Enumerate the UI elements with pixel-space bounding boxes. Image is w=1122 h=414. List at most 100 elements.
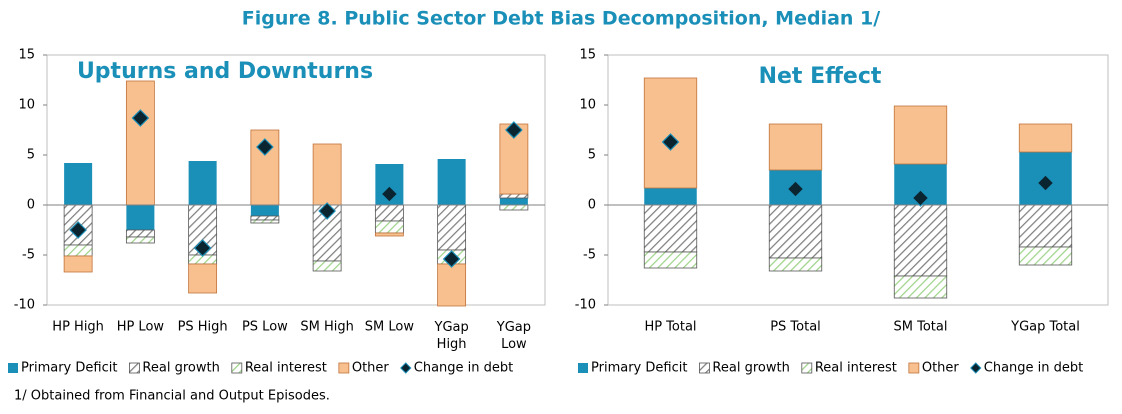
x-tick-label: YGap Low bbox=[496, 320, 531, 352]
legend-label: Real growth bbox=[712, 361, 789, 376]
marker bbox=[442, 250, 461, 268]
bar-segment bbox=[643, 204, 698, 253]
bar-segment bbox=[768, 123, 823, 171]
y-tick-label: 5 bbox=[27, 148, 35, 163]
legend-label: Change in debt bbox=[414, 361, 514, 376]
y-tick-label: -5 bbox=[22, 248, 35, 263]
x-tick-label: SM Total bbox=[894, 320, 948, 335]
x-tick-label: HP Low bbox=[117, 320, 165, 335]
legend-swatch bbox=[801, 362, 813, 374]
legend-label: Change in debt bbox=[984, 361, 1084, 376]
figure-title: Figure 8. Public Sector Debt Bias Decomp… bbox=[242, 8, 880, 30]
legend-label: Primary Deficit bbox=[21, 361, 117, 376]
legend-swatch bbox=[8, 363, 18, 373]
bar-segment bbox=[893, 105, 948, 165]
x-tick-label: HP High bbox=[52, 320, 104, 335]
marker bbox=[1036, 174, 1055, 192]
plot-frame bbox=[607, 54, 1109, 306]
panel-title: Upturns and Downturns bbox=[77, 59, 373, 84]
bar-segment bbox=[643, 251, 698, 269]
marker bbox=[256, 138, 274, 156]
bar-segment bbox=[312, 260, 342, 272]
y-tick-label: -10 bbox=[14, 298, 35, 313]
legend-swatch bbox=[231, 362, 243, 374]
legend-label: Real growth bbox=[142, 361, 219, 376]
bar-segment bbox=[893, 275, 948, 299]
legend-swatch bbox=[338, 362, 350, 374]
marker bbox=[661, 133, 680, 151]
y-tick-label: 5 bbox=[588, 148, 596, 163]
bar-segment bbox=[499, 193, 529, 199]
bar-segment bbox=[188, 263, 218, 294]
bar-segment bbox=[499, 204, 529, 211]
bar-segment bbox=[126, 205, 155, 230]
legend-swatch bbox=[400, 362, 412, 374]
bar-segment bbox=[250, 215, 280, 221]
y-tick-label: -10 bbox=[575, 298, 596, 313]
legend-label: Primary Deficit bbox=[591, 361, 687, 376]
bar-segment bbox=[643, 77, 698, 189]
marker bbox=[786, 180, 805, 198]
bar-segment bbox=[250, 219, 280, 224]
marker bbox=[318, 202, 336, 220]
y-tick-label: 15 bbox=[18, 48, 35, 63]
x-tick-label: YGap High bbox=[434, 320, 469, 352]
legend-swatch bbox=[908, 362, 920, 374]
bar-segment bbox=[312, 143, 342, 206]
legend-swatch bbox=[129, 362, 140, 374]
bar-segment bbox=[499, 198, 528, 205]
bar-segment bbox=[63, 244, 93, 257]
bar-segment bbox=[250, 129, 280, 206]
legend-swatch bbox=[699, 362, 710, 374]
bar-segment bbox=[437, 263, 467, 307]
y-tick-label: 0 bbox=[27, 198, 35, 213]
bar-segment bbox=[1018, 204, 1073, 248]
footnote: 1/ Obtained from Financial and Output Ep… bbox=[14, 389, 330, 404]
bar-segment bbox=[125, 229, 155, 238]
marker bbox=[193, 239, 212, 257]
bar-segment bbox=[768, 204, 823, 259]
bar-segment bbox=[64, 163, 93, 205]
marker bbox=[131, 109, 150, 127]
bar-segment bbox=[63, 255, 93, 273]
marker bbox=[69, 221, 87, 239]
bar-segment bbox=[1018, 123, 1073, 153]
legend-swatch bbox=[578, 363, 588, 373]
y-tick-label: 15 bbox=[579, 48, 596, 63]
bar-segment bbox=[125, 80, 155, 206]
bar-segment bbox=[374, 204, 404, 222]
x-tick-label: PS Low bbox=[242, 320, 288, 335]
x-tick-label: PS High bbox=[178, 320, 228, 335]
bar-segment bbox=[125, 236, 155, 244]
plot-frame bbox=[46, 54, 546, 306]
legend-label: Other bbox=[922, 361, 960, 376]
bar-segment bbox=[374, 220, 404, 234]
marker bbox=[505, 121, 523, 139]
y-tick-label: 10 bbox=[18, 98, 35, 113]
y-tick-label: 0 bbox=[588, 198, 596, 213]
bar-segment bbox=[250, 205, 279, 216]
marker bbox=[911, 189, 930, 207]
x-tick-label: SM High bbox=[300, 320, 353, 335]
bar-segment bbox=[374, 232, 404, 237]
x-tick-label: YGap Total bbox=[1010, 320, 1080, 335]
x-tick-label: HP Total bbox=[644, 320, 696, 335]
bar-segment bbox=[437, 204, 467, 251]
x-tick-label: PS Total bbox=[770, 320, 821, 335]
y-tick-label: 10 bbox=[579, 98, 596, 113]
bar-segment bbox=[1018, 246, 1073, 266]
panel-title: Net Effect bbox=[759, 64, 882, 89]
legend-label: Real interest bbox=[815, 361, 897, 376]
legend-swatch bbox=[970, 362, 982, 374]
bar-segment bbox=[768, 257, 823, 272]
bar-segment bbox=[437, 159, 466, 205]
bar-segment bbox=[644, 188, 697, 205]
legend-label: Other bbox=[352, 361, 390, 376]
x-tick-label: SM Low bbox=[365, 320, 415, 335]
marker bbox=[380, 185, 399, 203]
y-tick-label: -5 bbox=[583, 248, 596, 263]
bar-segment bbox=[188, 161, 217, 205]
bar-segment bbox=[893, 204, 948, 277]
